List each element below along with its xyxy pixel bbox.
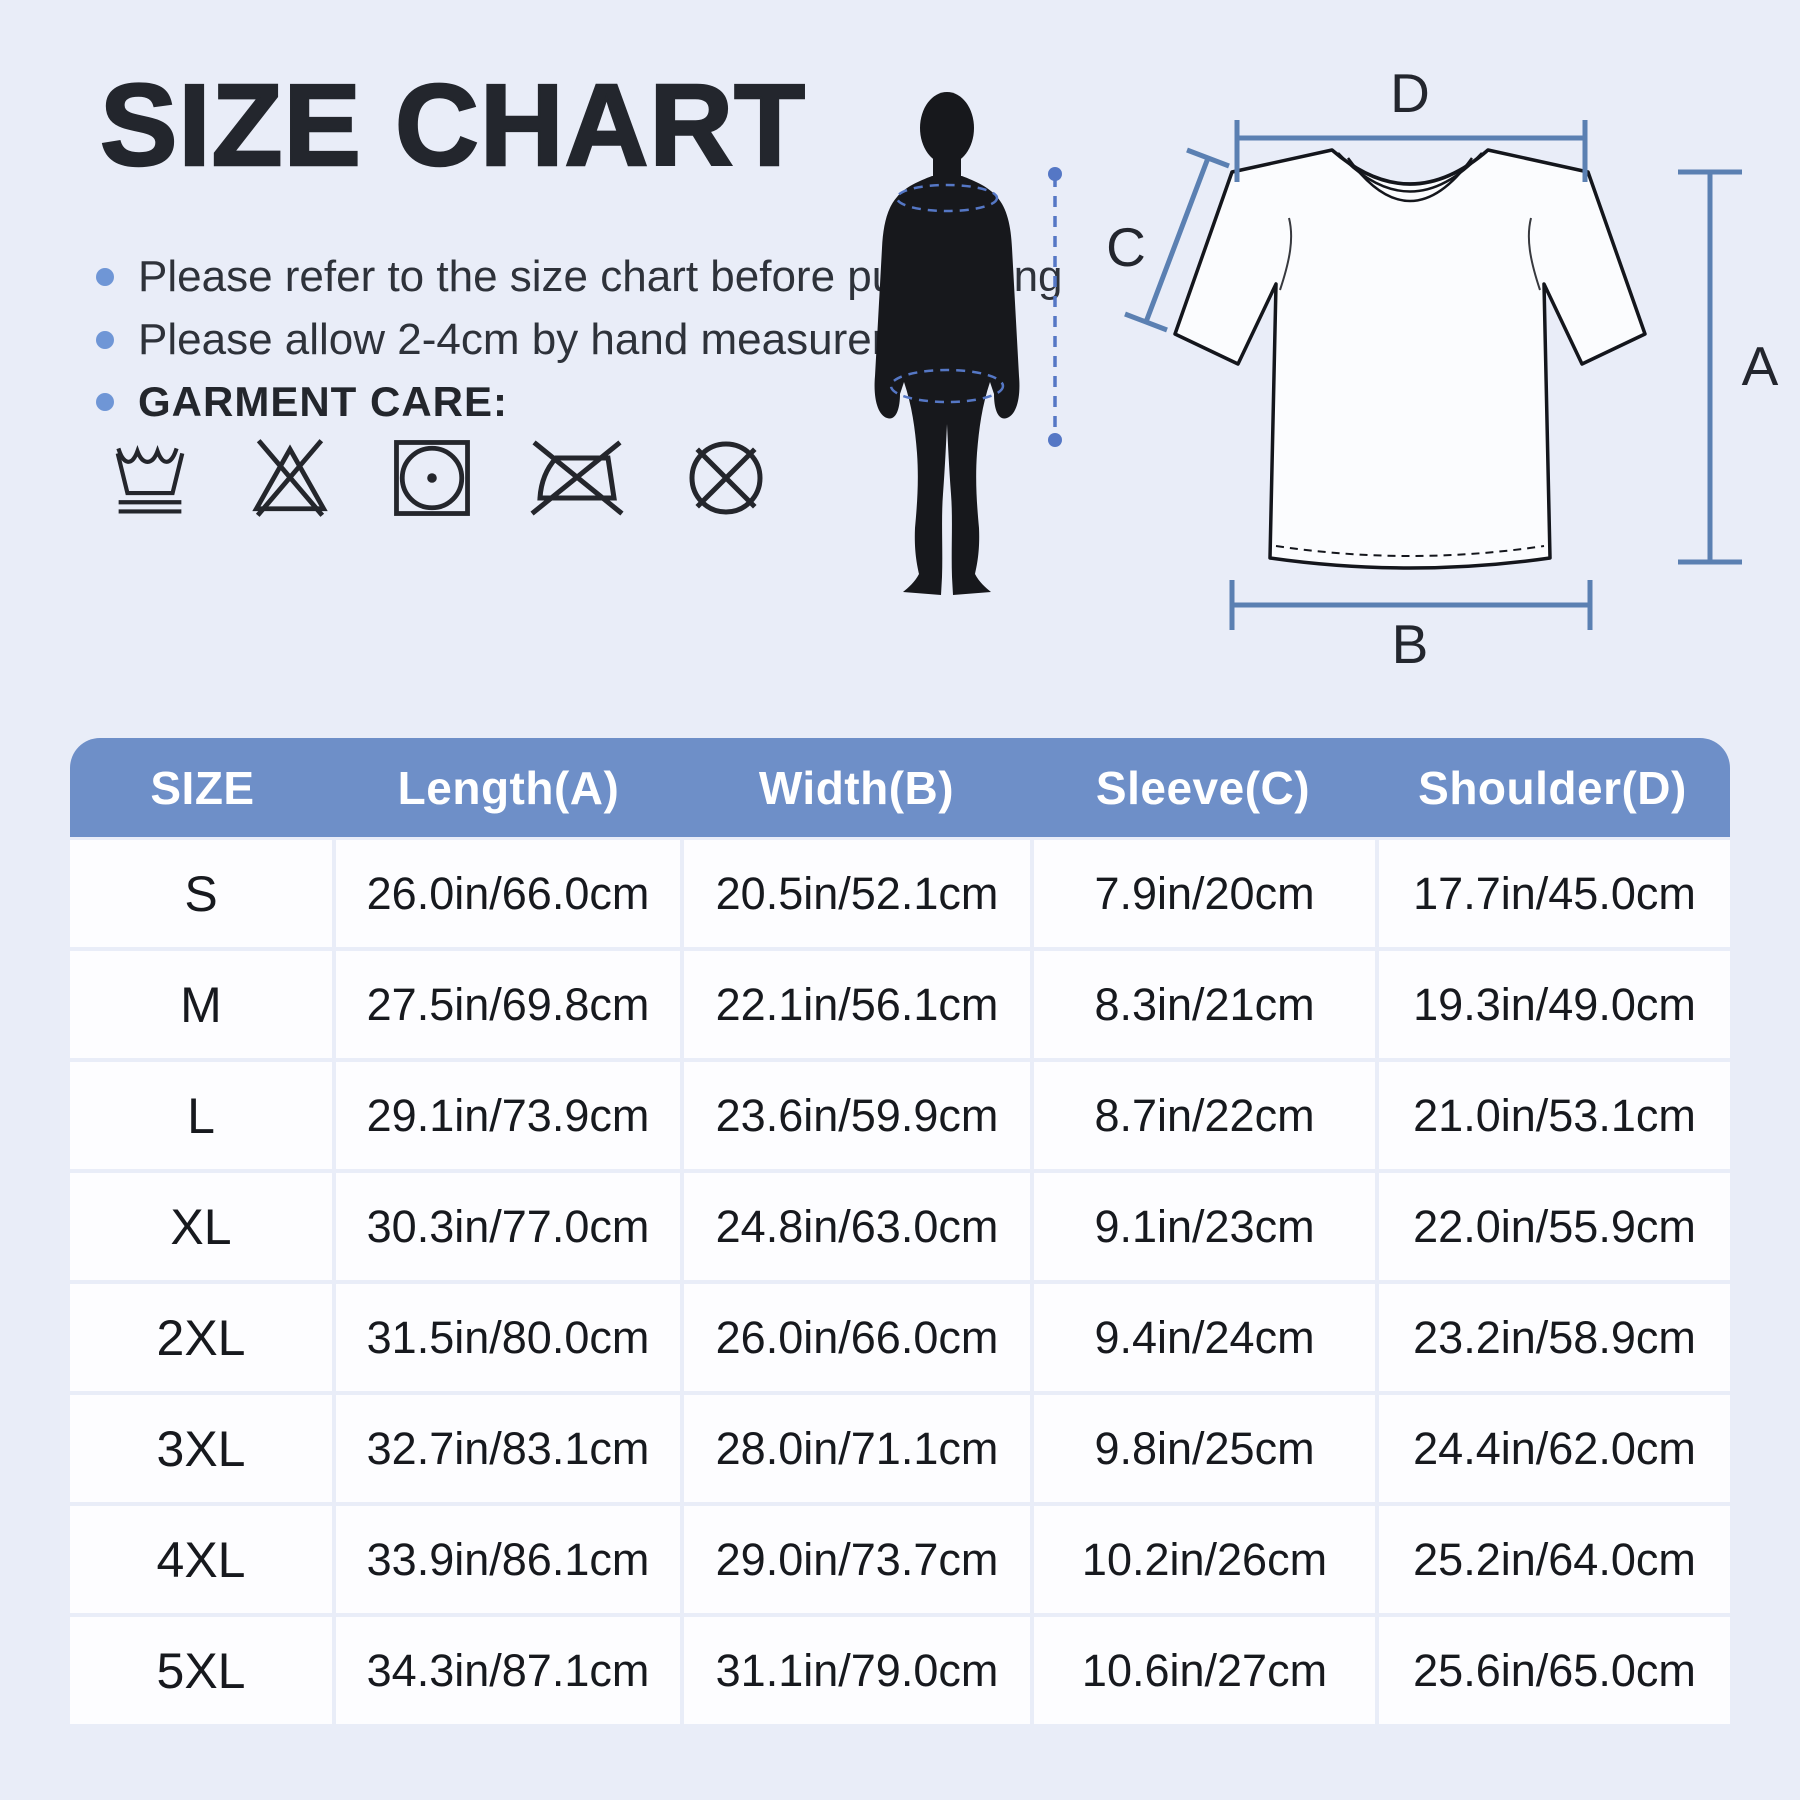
- measure-dot-top: [1048, 167, 1062, 181]
- cell-length: 32.7in/83.1cm: [336, 1395, 680, 1502]
- tumble-dry-low-heat-icon: [394, 440, 470, 516]
- silhouette-body: [874, 176, 1020, 595]
- column-header-size: SIZE: [150, 761, 255, 814]
- garment-care-icons: [104, 428, 776, 528]
- cell-shoulder: 23.2in/58.9cm: [1379, 1284, 1730, 1391]
- cell-length: 27.5in/69.8cm: [336, 951, 680, 1058]
- size-table: SIZE Length(A) Width(B) Sleeve(C) Should…: [70, 738, 1730, 1724]
- silhouette-neck: [933, 150, 961, 178]
- do-not-dry-clean-icon: [689, 441, 763, 515]
- armpit-wrinkle-lines: [1279, 217, 1541, 291]
- cell-size: 3XL: [70, 1395, 332, 1502]
- cell-sleeve: 9.8in/25cm: [1034, 1395, 1375, 1502]
- cell-shoulder: 24.4in/62.0cm: [1379, 1395, 1730, 1502]
- cell-length: 31.5in/80.0cm: [336, 1284, 680, 1391]
- label-length: A: [1742, 335, 1779, 397]
- cell-shoulder: 17.7in/45.0cm: [1379, 840, 1730, 947]
- label-sleeve: C: [1106, 216, 1146, 278]
- cell-width: 31.1in/79.0cm: [684, 1617, 1030, 1724]
- note-row: Please allow 2-4cm by hand measurement.: [96, 315, 1063, 365]
- cell-width: 29.0in/73.7cm: [684, 1506, 1030, 1613]
- label-shoulder: D: [1390, 70, 1430, 124]
- cell-width: 23.6in/59.9cm: [684, 1062, 1030, 1169]
- body-silhouette: [874, 92, 1062, 595]
- chest-measure-ellipse: [895, 183, 999, 213]
- cell-sleeve: 8.7in/22cm: [1034, 1062, 1375, 1169]
- collar-rib-line: [1346, 157, 1474, 203]
- cell-sleeve: 9.4in/24cm: [1034, 1284, 1375, 1391]
- machine-wash-gentle-icon: [115, 444, 185, 514]
- table-header-row: SIZE Length(A) Width(B) Sleeve(C) Should…: [70, 738, 1730, 837]
- dimension-line-length: [1678, 169, 1742, 565]
- dimension-line-width: [1229, 580, 1593, 630]
- bullet-icon: [96, 331, 114, 349]
- bullet-icon: [96, 268, 114, 286]
- cell-size: L: [70, 1062, 332, 1169]
- cell-width: 20.5in/52.1cm: [684, 840, 1030, 947]
- note-text: Please allow 2-4cm by hand measurement.: [138, 315, 982, 364]
- tshirt-measurement-diagram: D C A B: [1106, 70, 1779, 665]
- dimension-line-sleeve: [1124, 147, 1230, 333]
- cell-width: 28.0in/71.1cm: [684, 1395, 1030, 1502]
- column-header-shoulder: Shoulder(D): [1418, 761, 1687, 814]
- cell-length: 34.3in/87.1cm: [336, 1617, 680, 1724]
- dimension-line-shoulder: [1234, 120, 1588, 182]
- cell-size: XL: [70, 1173, 332, 1280]
- column-header-width: Width(B): [758, 761, 955, 814]
- cell-sleeve: 10.2in/26cm: [1034, 1506, 1375, 1613]
- silhouette-head: [920, 92, 974, 164]
- cell-width: 24.8in/63.0cm: [684, 1173, 1030, 1280]
- cell-size: 5XL: [70, 1617, 332, 1724]
- cell-shoulder: 25.2in/64.0cm: [1379, 1506, 1730, 1613]
- cell-shoulder: 25.6in/65.0cm: [1379, 1617, 1730, 1724]
- cell-length: 26.0in/66.0cm: [336, 840, 680, 947]
- label-width: B: [1392, 613, 1429, 665]
- column-header-sleeve: Sleeve(C): [1095, 761, 1311, 814]
- page-title: SIZE CHART: [99, 59, 807, 192]
- cell-size: M: [70, 951, 332, 1058]
- do-not-iron-icon: [530, 440, 624, 516]
- hip-measure-ellipse: [889, 368, 1005, 404]
- cell-size: S: [70, 840, 332, 947]
- do-not-bleach-icon: [252, 439, 328, 517]
- bullet-icon: [96, 393, 114, 411]
- cell-length: 33.9in/86.1cm: [336, 1506, 680, 1613]
- hem-stitch-line: [1275, 545, 1545, 557]
- cell-sleeve: 7.9in/20cm: [1034, 840, 1375, 947]
- column-header-length: Length(A): [397, 761, 620, 814]
- cell-size: 2XL: [70, 1284, 332, 1391]
- cell-width: 26.0in/66.0cm: [684, 1284, 1030, 1391]
- cell-shoulder: 22.0in/55.9cm: [1379, 1173, 1730, 1280]
- table-body: S 26.0in/66.0cm 20.5in/52.1cm 7.9in/20cm…: [70, 840, 1730, 1724]
- tshirt-outline: [1173, 148, 1647, 570]
- measure-dot-bottom: [1048, 433, 1062, 447]
- cell-sleeve: 9.1in/23cm: [1034, 1173, 1375, 1280]
- cell-shoulder: 21.0in/53.1cm: [1379, 1062, 1730, 1169]
- cell-width: 22.1in/56.1cm: [684, 951, 1030, 1058]
- cell-size: 4XL: [70, 1506, 332, 1613]
- cell-shoulder: 19.3in/49.0cm: [1379, 951, 1730, 1058]
- cell-length: 29.1in/73.9cm: [336, 1062, 680, 1169]
- cell-sleeve: 8.3in/21cm: [1034, 951, 1375, 1058]
- cell-length: 30.3in/77.0cm: [336, 1173, 680, 1280]
- garment-care-heading: GARMENT CARE:: [138, 378, 508, 425]
- cell-sleeve: 10.6in/27cm: [1034, 1617, 1375, 1724]
- note-row: GARMENT CARE:: [96, 378, 1063, 426]
